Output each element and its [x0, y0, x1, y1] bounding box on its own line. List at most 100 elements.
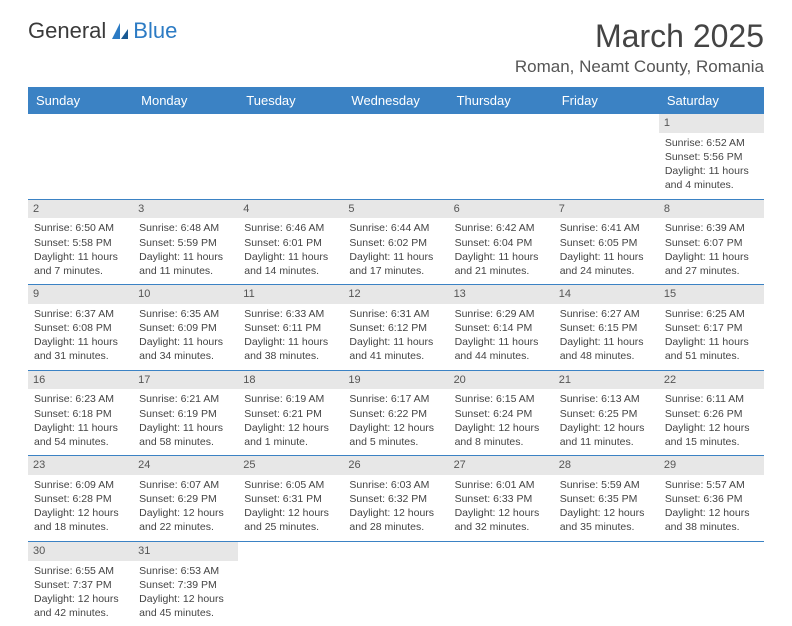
- day-number: 10: [133, 285, 238, 304]
- week-row: 2Sunrise: 6:50 AMSunset: 5:58 PMDaylight…: [28, 200, 764, 286]
- sunset-line: Sunset: 6:36 PM: [665, 492, 758, 506]
- sunrise-line: Sunrise: 5:57 AM: [665, 478, 758, 492]
- day-cell: 23Sunrise: 6:09 AMSunset: 6:28 PMDayligh…: [28, 456, 133, 541]
- day-cell: 6 Sunrise: 6:42 AMSunset: 6:04 PMDaylight…: [449, 200, 554, 285]
- logo-sail-icon: [110, 21, 130, 41]
- daylight2-line: and 32 minutes.: [455, 520, 548, 534]
- day-cell: [659, 542, 764, 626]
- sunset-line: Sunset: 6:29 PM: [139, 492, 232, 506]
- sunrise-line: Sunrise: 6:31 AM: [349, 307, 442, 321]
- daylight2-line: and 24 minutes.: [560, 264, 653, 278]
- sunrise-line: Sunrise: 6:05 AM: [244, 478, 337, 492]
- week-row: 16Sunrise: 6:23 AMSunset: 6:18 PMDayligh…: [28, 371, 764, 457]
- day-cell: 11Sunrise: 6:33 AMSunset: 6:11 PMDayligh…: [238, 285, 343, 370]
- day-number: 3: [133, 200, 238, 219]
- page-header: General Blue March 2025 Roman, Neamt Cou…: [28, 18, 764, 77]
- daylight2-line: and 11 minutes.: [560, 435, 653, 449]
- day-number: 5: [343, 200, 448, 219]
- logo-text-2: Blue: [133, 18, 177, 44]
- daylight2-line: and 21 minutes.: [455, 264, 548, 278]
- sunset-line: Sunset: 6:19 PM: [139, 407, 232, 421]
- sunset-line: Sunset: 6:01 PM: [244, 236, 337, 250]
- sunset-line: Sunset: 7:39 PM: [139, 578, 232, 592]
- sunset-line: Sunset: 6:09 PM: [139, 321, 232, 335]
- day-cell: [449, 114, 554, 199]
- daylight1-line: Daylight: 11 hours: [139, 250, 232, 264]
- daylight2-line: and 5 minutes.: [349, 435, 442, 449]
- day-cell: 19Sunrise: 6:17 AMSunset: 6:22 PMDayligh…: [343, 371, 448, 456]
- sunset-line: Sunset: 6:22 PM: [349, 407, 442, 421]
- day-number: 6: [449, 200, 554, 219]
- day-number: 25: [238, 456, 343, 475]
- sunrise-line: Sunrise: 6:46 AM: [244, 221, 337, 235]
- daylight2-line: and 15 minutes.: [665, 435, 758, 449]
- logo: General Blue: [28, 18, 177, 44]
- daylight2-line: and 17 minutes.: [349, 264, 442, 278]
- sunrise-line: Sunrise: 6:44 AM: [349, 221, 442, 235]
- daylight2-line: and 54 minutes.: [34, 435, 127, 449]
- sunset-line: Sunset: 5:58 PM: [34, 236, 127, 250]
- sunset-line: Sunset: 6:32 PM: [349, 492, 442, 506]
- sunrise-line: Sunrise: 6:03 AM: [349, 478, 442, 492]
- sunrise-line: Sunrise: 6:21 AM: [139, 392, 232, 406]
- day-number: 13: [449, 285, 554, 304]
- daylight1-line: Daylight: 11 hours: [34, 335, 127, 349]
- sunrise-line: Sunrise: 6:23 AM: [34, 392, 127, 406]
- day-cell: [554, 114, 659, 199]
- day-number: 21: [554, 371, 659, 390]
- day-cell: 8Sunrise: 6:39 AMSunset: 6:07 PMDaylight…: [659, 200, 764, 285]
- day-cell: 18Sunrise: 6:19 AMSunset: 6:21 PMDayligh…: [238, 371, 343, 456]
- daylight2-line: and 14 minutes.: [244, 264, 337, 278]
- day-header-row: SundayMondayTuesdayWednesdayThursdayFrid…: [28, 87, 764, 114]
- sunrise-line: Sunrise: 6:53 AM: [139, 564, 232, 578]
- daylight1-line: Daylight: 12 hours: [455, 421, 548, 435]
- sunrise-line: Sunrise: 6:17 AM: [349, 392, 442, 406]
- daylight2-line: and 41 minutes.: [349, 349, 442, 363]
- sunset-line: Sunset: 6:26 PM: [665, 407, 758, 421]
- day-number: 23: [28, 456, 133, 475]
- day-number: 19: [343, 371, 448, 390]
- day-header-cell: Saturday: [659, 87, 764, 114]
- sunrise-line: Sunrise: 6:25 AM: [665, 307, 758, 321]
- daylight1-line: Daylight: 11 hours: [665, 250, 758, 264]
- daylight1-line: Daylight: 11 hours: [455, 335, 548, 349]
- week-row: 9Sunrise: 6:37 AMSunset: 6:08 PMDaylight…: [28, 285, 764, 371]
- sunset-line: Sunset: 6:04 PM: [455, 236, 548, 250]
- sunset-line: Sunset: 5:56 PM: [665, 150, 758, 164]
- daylight2-line: and 38 minutes.: [244, 349, 337, 363]
- day-cell: 30Sunrise: 6:55 AMSunset: 7:37 PMDayligh…: [28, 542, 133, 626]
- sunrise-line: Sunrise: 6:55 AM: [34, 564, 127, 578]
- day-number: 26: [343, 456, 448, 475]
- daylight1-line: Daylight: 11 hours: [665, 164, 758, 178]
- daylight1-line: Daylight: 12 hours: [349, 506, 442, 520]
- day-number: 14: [554, 285, 659, 304]
- day-cell: [28, 114, 133, 199]
- day-cell: 5Sunrise: 6:44 AMSunset: 6:02 PMDaylight…: [343, 200, 448, 285]
- daylight2-line: and 48 minutes.: [560, 349, 653, 363]
- sunset-line: Sunset: 6:28 PM: [34, 492, 127, 506]
- daylight1-line: Daylight: 11 hours: [244, 335, 337, 349]
- sunrise-line: Sunrise: 6:15 AM: [455, 392, 548, 406]
- day-cell: 10Sunrise: 6:35 AMSunset: 6:09 PMDayligh…: [133, 285, 238, 370]
- daylight1-line: Daylight: 11 hours: [455, 250, 548, 264]
- daylight2-line: and 51 minutes.: [665, 349, 758, 363]
- daylight2-line: and 45 minutes.: [139, 606, 232, 620]
- sunrise-line: Sunrise: 6:48 AM: [139, 221, 232, 235]
- daylight1-line: Daylight: 11 hours: [244, 250, 337, 264]
- sunrise-line: Sunrise: 6:42 AM: [455, 221, 548, 235]
- daylight1-line: Daylight: 12 hours: [665, 506, 758, 520]
- daylight1-line: Daylight: 11 hours: [34, 421, 127, 435]
- day-header-cell: Monday: [133, 87, 238, 114]
- sunrise-line: Sunrise: 6:13 AM: [560, 392, 653, 406]
- day-cell: 29Sunrise: 5:57 AMSunset: 6:36 PMDayligh…: [659, 456, 764, 541]
- location-subtitle: Roman, Neamt County, Romania: [515, 57, 764, 77]
- sunset-line: Sunset: 6:24 PM: [455, 407, 548, 421]
- week-row: 30Sunrise: 6:55 AMSunset: 7:37 PMDayligh…: [28, 542, 764, 626]
- day-number: 20: [449, 371, 554, 390]
- daylight2-line: and 25 minutes.: [244, 520, 337, 534]
- sunset-line: Sunset: 6:25 PM: [560, 407, 653, 421]
- day-cell: [449, 542, 554, 626]
- title-block: March 2025 Roman, Neamt County, Romania: [515, 18, 764, 77]
- day-cell: 1Sunrise: 6:52 AMSunset: 5:56 PMDaylight…: [659, 114, 764, 199]
- day-cell: 4Sunrise: 6:46 AMSunset: 6:01 PMDaylight…: [238, 200, 343, 285]
